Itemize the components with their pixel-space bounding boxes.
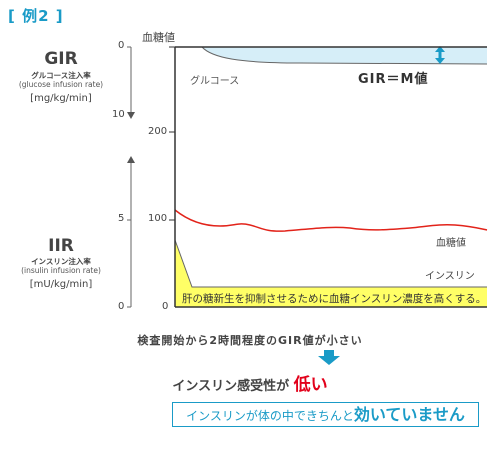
gir-axis-arrowhead — [127, 112, 135, 119]
blood-sugar-curve — [174, 209, 488, 232]
insulin-area — [175, 240, 487, 307]
gir-tick-10: 10 — [112, 109, 125, 120]
gir-m-label: GIR＝M値 — [358, 72, 429, 87]
insulin-label: インスリン — [425, 271, 475, 282]
glucose-curve — [201, 46, 488, 65]
blood-sugar-tick-100: 100 — [148, 213, 168, 224]
blood-sugar-curve-label: 血糖値 — [436, 238, 466, 249]
sensitivity-text: インスリン感受性が — [172, 379, 290, 394]
gir-axis-subtitle-en: (glucose infusion rate) — [18, 80, 104, 89]
blood-sugar-tick-200: 200 — [148, 126, 168, 137]
blood-sugar-tick-0: 0 — [162, 301, 169, 312]
iir-tick-0: 0 — [118, 301, 125, 312]
glucose-area — [202, 47, 487, 64]
gir-m-arrow — [435, 46, 445, 64]
verdict-text: インスリンが体の中できちんと効いていません — [172, 402, 479, 427]
conclusion-sensitivity: インスリン感受性が 低い — [0, 370, 500, 395]
iir-axis-subtitle-en: (insulin infusion rate) — [21, 266, 101, 275]
conclusion-gir-low: 検査開始から2時間程度のGIR値が小さい — [137, 334, 363, 347]
gir-axis-title: GIR — [44, 49, 78, 69]
gir-tick-0: 0 — [118, 40, 125, 51]
gir-axis-subtitle-jp: グルコース注入率 — [31, 71, 91, 80]
sensitivity-low: 低い — [293, 375, 328, 395]
gir-axis-unit: [mg/kg/min] — [30, 93, 92, 104]
blood-sugar-axis-title: 血糖値 — [142, 31, 175, 44]
verdict-emphasis: 効いていません — [353, 405, 465, 424]
iir-axis-title: IIR — [48, 236, 74, 256]
iir-axis-subtitle-jp: インスリン注入率 — [31, 257, 91, 266]
down-arrow-icon — [318, 350, 340, 365]
iir-tick-5: 5 — [118, 213, 125, 224]
iir-axis-arrowhead — [127, 156, 135, 163]
example-title: [ 例2 ] — [8, 7, 64, 25]
verdict-prefix: インスリンが体の中できちんと — [186, 409, 354, 423]
glucose-label: グルコース — [190, 76, 240, 87]
iir-axis-unit: [mU/kg/min] — [29, 279, 93, 290]
insulin-curve — [174, 239, 487, 288]
verdict-box — [172, 402, 479, 427]
insulin-note: 肝の糖新生を抑制させるために血糖インスリン濃度を高くする。 — [182, 293, 487, 305]
